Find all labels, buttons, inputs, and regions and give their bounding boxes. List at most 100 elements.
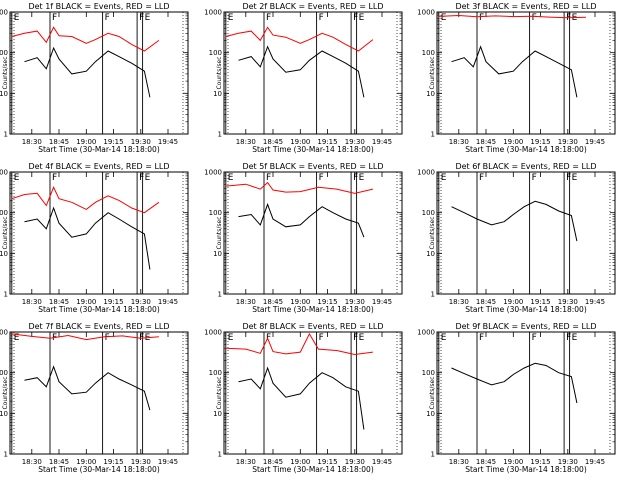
x-tick-label: 18:30 bbox=[22, 138, 42, 146]
x-tick-label: 19:45 bbox=[585, 138, 605, 146]
y-axis-label: Counts/sec bbox=[216, 56, 223, 89]
chart-title: Det 6f BLACK = Events, RED = LLD bbox=[455, 162, 596, 171]
chart-title: Det 2f BLACK = Events, RED = LLD bbox=[242, 2, 383, 11]
x-tick-label: 18:30 bbox=[236, 458, 256, 466]
x-tick-label: 19:30 bbox=[345, 458, 365, 466]
event-marker-label: E bbox=[14, 333, 20, 343]
y-tick-label: 1000 bbox=[417, 169, 435, 177]
y-tick-label: 1 bbox=[431, 451, 435, 459]
x-tick-label: 19:15 bbox=[103, 138, 123, 146]
chart-title: Det 3f BLACK = Events, RED = LLD bbox=[455, 2, 596, 11]
event-marker-label: F bbox=[566, 173, 571, 183]
event-marker-label: E bbox=[14, 13, 20, 23]
y-tick-label: 10 bbox=[213, 250, 222, 258]
chart-title: Det 4f BLACK = Events, RED = LLD bbox=[28, 162, 169, 171]
event-marker-label: E bbox=[228, 173, 234, 183]
event-marker-label: E bbox=[359, 13, 365, 23]
x-tick-label: 19:30 bbox=[558, 138, 578, 146]
x-tick-label: 18:45 bbox=[49, 298, 69, 306]
chart-panel-1: Det 1f BLACK = Events, RED = LLD Counts/s… bbox=[0, 2, 189, 154]
x-tick-label: 18:30 bbox=[449, 138, 469, 146]
lld-series-line bbox=[11, 333, 159, 341]
x-tick-label: 19:45 bbox=[158, 298, 178, 306]
plot-frame bbox=[9, 171, 189, 295]
y-axis-label: Counts/sec bbox=[2, 216, 9, 249]
x-tick-label: 19:45 bbox=[585, 458, 605, 466]
event-marker-label: F bbox=[266, 333, 271, 343]
x-tick-label: 19:15 bbox=[530, 138, 550, 146]
plot-frame bbox=[9, 11, 189, 135]
chart-panel-8: Det 8f BLACK = Events, RED = LLD Counts/s… bbox=[204, 322, 403, 474]
x-axis-label: Start Time (30-Mar-14 18:18:00) bbox=[252, 465, 374, 474]
x-tick-label: 19:15 bbox=[317, 458, 337, 466]
x-axis-label: Start Time (30-Mar-14 18:18:00) bbox=[38, 465, 160, 474]
y-axis-label: Counts/sec bbox=[429, 56, 436, 89]
x-tick-label: 19:30 bbox=[131, 298, 151, 306]
event-marker-label: F bbox=[319, 173, 324, 183]
event-marker-label: F bbox=[532, 173, 537, 183]
events-series-line bbox=[238, 45, 365, 98]
y-tick-label: 1 bbox=[218, 131, 222, 139]
x-tick-label: 19:30 bbox=[345, 138, 365, 146]
events-series-line bbox=[451, 200, 578, 242]
y-tick-label: 1 bbox=[4, 291, 8, 299]
x-axis-label: Start Time (30-Mar-14 18:18:00) bbox=[38, 305, 160, 314]
x-tick-label: 19:30 bbox=[558, 458, 578, 466]
x-tick-label: 19:30 bbox=[131, 458, 151, 466]
y-tick-label: 10 bbox=[0, 410, 8, 418]
event-marker-label: E bbox=[145, 13, 151, 23]
plot-frame bbox=[223, 171, 403, 295]
y-tick-label: 1 bbox=[431, 131, 435, 139]
y-tick-label: 1 bbox=[431, 291, 435, 299]
chart-panel-6: Det 6f BLACK = Events, RED = LLD Counts/s… bbox=[417, 162, 616, 314]
lld-series-line bbox=[11, 26, 160, 52]
y-tick-label: 10 bbox=[0, 90, 8, 98]
x-tick-label: 18:30 bbox=[22, 458, 42, 466]
event-marker-label: F bbox=[353, 173, 358, 183]
y-tick-label: 1000 bbox=[204, 329, 222, 337]
y-tick-label: 1000 bbox=[417, 329, 435, 337]
event-marker-label: E bbox=[14, 173, 20, 183]
event-marker-label: E bbox=[441, 13, 447, 23]
plot-frame bbox=[9, 331, 189, 455]
event-marker-label: F bbox=[532, 333, 537, 343]
chart-title: Det 9f BLACK = Events, RED = LLD bbox=[455, 322, 596, 331]
y-tick-label: 1 bbox=[218, 291, 222, 299]
x-tick-label: 19:15 bbox=[103, 458, 123, 466]
y-tick-label: 100 bbox=[0, 49, 8, 57]
x-axis-label: Start Time (30-Mar-14 18:18:00) bbox=[465, 145, 587, 154]
x-tick-label: 19:00 bbox=[290, 138, 310, 146]
event-marker-label: F bbox=[105, 173, 110, 183]
chart-panel-5: Det 5f BLACK = Events, RED = LLD Counts/s… bbox=[204, 162, 403, 314]
chart-panel-9: Det 9f BLACK = Events, RED = LLD Counts/s… bbox=[417, 322, 616, 474]
x-tick-label: 18:30 bbox=[449, 298, 469, 306]
event-marker-label: F bbox=[52, 13, 57, 23]
event-marker-label: E bbox=[359, 173, 365, 183]
y-tick-label: 1000 bbox=[417, 9, 435, 17]
y-tick-label: 10 bbox=[426, 90, 435, 98]
y-tick-label: 100 bbox=[422, 369, 435, 377]
event-marker-label: F bbox=[105, 333, 110, 343]
chart-title: Det 1f BLACK = Events, RED = LLD bbox=[28, 2, 169, 11]
y-axis-label: Counts/sec bbox=[2, 376, 9, 409]
x-tick-label: 19:45 bbox=[585, 298, 605, 306]
event-marker-label: F bbox=[479, 13, 484, 23]
y-tick-label: 1000 bbox=[0, 329, 8, 337]
plot-frame bbox=[436, 331, 616, 455]
events-series-line bbox=[451, 362, 578, 404]
x-tick-label: 19:45 bbox=[372, 298, 392, 306]
x-axis-label: Start Time (30-Mar-14 18:18:00) bbox=[465, 305, 587, 314]
event-marker-label: E bbox=[228, 13, 234, 23]
lld-series-line bbox=[225, 26, 374, 52]
chart-panel-3: Det 3f BLACK = Events, RED = LLD Counts/s… bbox=[417, 2, 616, 154]
x-tick-label: 18:45 bbox=[476, 138, 496, 146]
y-tick-label: 10 bbox=[213, 410, 222, 418]
x-tick-label: 18:30 bbox=[236, 298, 256, 306]
y-axis-label: Counts/sec bbox=[429, 376, 436, 409]
x-tick-label: 19:00 bbox=[503, 298, 523, 306]
x-axis-label: Start Time (30-Mar-14 18:18:00) bbox=[465, 465, 587, 474]
y-tick-label: 10 bbox=[426, 410, 435, 418]
event-marker-label: F bbox=[105, 13, 110, 23]
x-tick-label: 18:30 bbox=[236, 138, 256, 146]
